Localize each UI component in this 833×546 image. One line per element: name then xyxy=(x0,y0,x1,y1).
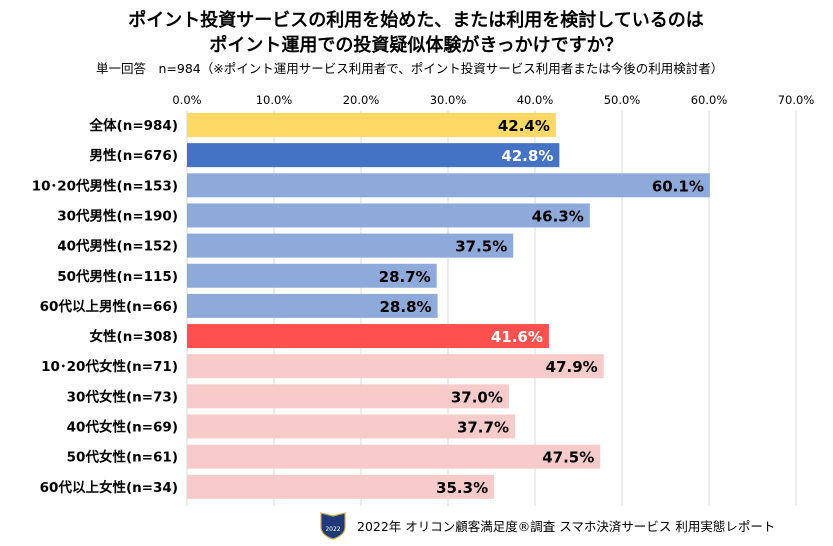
x-tick-label: 40.0% xyxy=(517,93,554,107)
category-label: 男性(n=676) xyxy=(90,147,178,164)
x-tick-label: 10.0% xyxy=(256,93,293,107)
x-tick-label: 20.0% xyxy=(343,93,380,107)
category-label: 10･20代男性(n=153) xyxy=(32,177,178,194)
bar xyxy=(187,414,515,439)
value-label: 47.9% xyxy=(546,358,598,376)
badge-year: 2022 xyxy=(325,526,340,533)
bar xyxy=(187,173,710,198)
bar xyxy=(187,293,438,318)
oricon-badge: 2022 xyxy=(320,512,346,540)
chart-title-line2: ポイント運用での投資疑似体験がきっかけですか？ xyxy=(209,34,622,56)
bar xyxy=(187,354,604,379)
x-tick-label: 60.0% xyxy=(691,93,728,107)
source-footer: 2022年 オリコン顧客満足度®調査 スマホ決済サービス 利用実態レポート xyxy=(357,519,775,534)
value-label: 46.3% xyxy=(532,207,584,225)
chart-subtitle: 単一回答 n=984（※ポイント運用サービス利用者で、ポイント投資サービス利用者… xyxy=(96,61,723,76)
value-label: 60.1% xyxy=(652,177,704,195)
badge-shield-icon xyxy=(320,512,346,540)
value-label: 37.7% xyxy=(457,419,509,437)
value-label: 37.0% xyxy=(451,388,503,406)
value-label: 37.5% xyxy=(455,238,507,256)
value-label: 42.4% xyxy=(498,117,550,135)
x-tick-label: 30.0% xyxy=(430,93,467,107)
bar xyxy=(187,233,514,258)
x-tick-label: 50.0% xyxy=(604,93,641,107)
bar xyxy=(187,143,560,168)
value-labels: 42.4% 42.8% 60.1% 46.3% 37.5% 28.7% 28.8% 41.6%… xyxy=(379,117,704,497)
category-label: 40代女性(n=69) xyxy=(67,419,178,436)
x-axis-ticks: 0.0% 10.0% 20.0% 30.0% 40.0% 50.0% 60.0% 70.0% xyxy=(172,93,814,107)
value-label: 28.8% xyxy=(380,298,432,316)
bar xyxy=(187,263,437,288)
value-label: 41.6% xyxy=(491,328,543,346)
bar xyxy=(187,474,495,499)
category-label: 女性(n=308) xyxy=(90,328,178,345)
category-label: 40代男性(n=152) xyxy=(57,238,178,255)
value-label: 28.7% xyxy=(379,268,431,286)
value-label: 42.8% xyxy=(501,147,553,165)
bar xyxy=(187,384,509,409)
category-label: 30代女性(n=73) xyxy=(67,388,178,405)
category-label: 全体(n=984) xyxy=(89,117,178,134)
category-label: 10･20代女性(n=71) xyxy=(41,358,178,375)
bar xyxy=(187,324,549,349)
bars xyxy=(187,113,710,499)
category-label: 60代以上男性(n=66) xyxy=(40,298,178,315)
bar xyxy=(187,444,601,469)
category-label: 30代男性(n=190) xyxy=(57,207,178,224)
category-label: 50代女性(n=61) xyxy=(67,449,178,466)
x-tick-label: 70.0% xyxy=(778,93,815,107)
value-label: 35.3% xyxy=(436,479,488,497)
bar xyxy=(187,203,590,228)
category-label: 60代以上女性(n=34) xyxy=(40,479,178,496)
bar xyxy=(187,113,556,137)
x-tick-label: 0.0% xyxy=(172,93,201,107)
category-labels: 全体(n=984) 男性(n=676) 10･20代男性(n=153) 30代男性(n… xyxy=(32,117,178,496)
value-label: 47.5% xyxy=(542,449,594,467)
category-label: 50代男性(n=115) xyxy=(57,268,178,285)
chart-title-line1: ポイント投資サービスの利用を始めた、または利用を検討しているのは xyxy=(128,9,703,31)
